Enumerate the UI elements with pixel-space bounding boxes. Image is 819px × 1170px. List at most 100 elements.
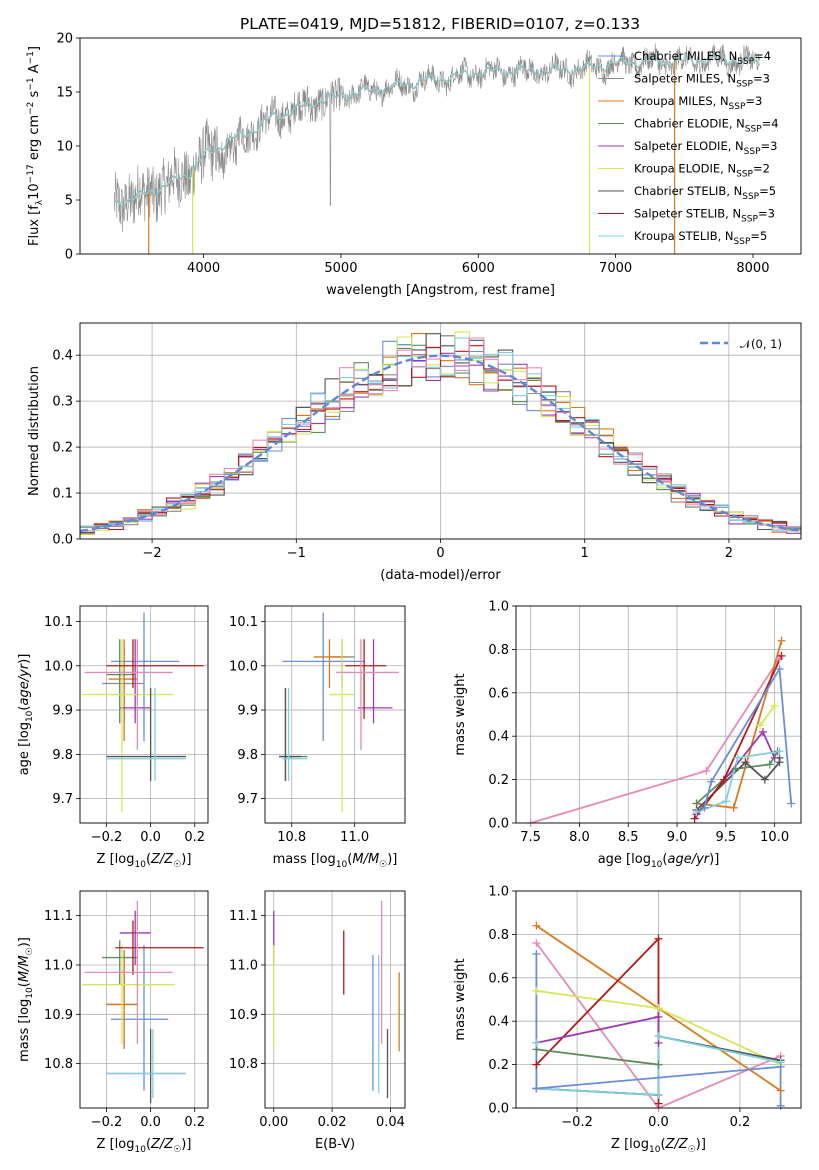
tick-label-x: 7.5 (520, 830, 541, 845)
tick-label-x: 0.2 (184, 830, 205, 845)
tick-label-x: 0.00 (259, 1115, 288, 1130)
axes-frame (79, 890, 209, 1109)
residuals-plot-area (80, 331, 801, 535)
tick-label-y: 10.8 (229, 1057, 258, 1072)
tick-label-y: 9.9 (52, 704, 73, 719)
weight-vs-age-axes: 7.5 8.0 8.5 9.0 9.5 10.0 0.0 0.2 0.4 0.6 0.8 1.0 (488, 600, 802, 845)
spectrum-axes: 4000 5000 6000 7000 8000 0 5 10 15 20 (56, 32, 802, 276)
weight-point-marker (770, 701, 779, 710)
tick-label-x: 8.0 (569, 830, 590, 845)
age-vs-mass-axes: 10.8 11.0 9.7 9.8 9.9 10.0 10.1 (229, 605, 406, 845)
age-vs-Z-axes: −0.2 0.0 0.2 9.7 9.8 9.9 10.0 10.1 (44, 605, 209, 845)
legend-label: Chabrier MILES, NSSP=4 (634, 49, 771, 67)
tick-label-y: 9.7 (52, 792, 73, 807)
tick-label-x: 6000 (462, 261, 495, 276)
x-axis-label: mass [log10(M/M☉)] (273, 852, 398, 870)
weight-point-marker (654, 1099, 663, 1108)
tick-label-x: 10.0 (760, 830, 789, 845)
weight-point-marker (707, 777, 716, 786)
tick-label-y: 0.0 (488, 817, 509, 832)
tick-label-x: 0.0 (648, 1115, 669, 1130)
weight-vs-age-plot-area (530, 640, 793, 823)
weight-series-line (536, 1048, 660, 1096)
tick-label-x: 11.0 (340, 830, 369, 845)
weight-point-marker (775, 747, 784, 756)
legend-label: Kroupa ELODIE, NSSP=2 (634, 162, 770, 180)
tick-label-y: 1.0 (488, 885, 509, 900)
figure-title: PLATE=0419, MJD=51812, FIBERID=0107, z=0… (240, 15, 640, 33)
weight-point-marker (532, 1060, 541, 1069)
normal-curve (80, 354, 801, 533)
legend-label: Kroupa MILES, NSSP=3 (634, 94, 762, 112)
x-axis-label: Z [log10(Z/Z☉)] (97, 852, 192, 870)
weight-series-line (535, 953, 782, 1106)
axes-frame (79, 322, 802, 540)
weight-point-marker (758, 727, 767, 736)
weight-point-marker (765, 760, 774, 769)
tick-label-x: 0.2 (184, 1115, 205, 1130)
tick-label-x: 9.5 (716, 830, 737, 845)
tick-label-x: 10.8 (277, 830, 306, 845)
legend-label: Kroupa STELIB, NSSP=5 (634, 229, 767, 247)
tick-label-x: 7000 (599, 261, 632, 276)
residuals-axes: −2 −1 0 1 2 0.0 0.1 0.2 0.3 0.4 (52, 322, 802, 561)
tick-label-y: 1.0 (488, 600, 509, 615)
tick-label-y: 10.9 (229, 1008, 258, 1023)
weight-series-line (696, 640, 783, 809)
x-axis-label: E(B-V) (315, 1137, 355, 1152)
weight-point-marker (731, 764, 740, 773)
tick-label-y: 0.2 (52, 441, 73, 456)
tick-label-y: 10.1 (229, 615, 258, 630)
weight-series-line (696, 750, 780, 813)
tick-label-y: 9.8 (52, 748, 73, 763)
tick-label-x: 0.02 (318, 1115, 347, 1130)
tick-label-x: 8000 (736, 261, 769, 276)
weight-vs-Z-axes: −0.2 0.0 0.2 0.0 0.2 0.4 0.6 0.8 1.0 (488, 885, 802, 1130)
tick-label-y: 9.9 (237, 704, 258, 719)
weight-point-marker (654, 1012, 663, 1021)
weight-point-marker (777, 651, 786, 660)
age-vs-mass-plot-area (279, 612, 399, 812)
weight-series-line (703, 666, 793, 809)
mass-vs-EBV-axes: 0.00 0.02 0.04 10.8 10.9 11.0 11.1 (229, 890, 406, 1130)
tick-label-x: 0.0 (140, 1115, 161, 1130)
tick-label-x: 0 (436, 546, 444, 561)
axes-frame (79, 605, 209, 824)
axes-frame (515, 605, 802, 824)
tick-label-x: 0.0 (140, 830, 161, 845)
tick-label-y: 0.6 (488, 686, 509, 701)
x-axis-label: Z [log10(Z/Z☉)] (611, 1137, 706, 1155)
tick-label-y: 10.0 (44, 659, 73, 674)
axes-frame (515, 890, 802, 1109)
tick-label-y: 10.8 (44, 1057, 73, 1072)
x-axis-label: age [log10(age/yr)] (598, 852, 720, 870)
weight-point-marker (733, 753, 742, 762)
spectrum-model-cyan (113, 54, 761, 207)
tick-label-y: 0.2 (488, 1058, 509, 1073)
tick-label-y: 0.2 (488, 773, 509, 788)
weight-point-marker (654, 1060, 663, 1069)
tick-label-y: 11.1 (44, 909, 73, 924)
weight-point-marker (532, 939, 541, 948)
weight-series-line (759, 705, 776, 726)
weight-point-marker (690, 814, 699, 823)
weight-point-marker (760, 775, 769, 784)
tick-label-x: 8.5 (618, 830, 639, 845)
weight-point-marker (654, 1004, 663, 1013)
tick-label-x: 0.04 (376, 1115, 405, 1130)
tick-label-x: 0.2 (730, 1115, 751, 1130)
tick-label-x: 2 (725, 546, 733, 561)
weight-series-line (535, 942, 781, 1108)
spectrum-plot-area (113, 43, 761, 254)
weight-point-marker (532, 1084, 541, 1093)
weight-point-marker (741, 758, 750, 767)
weight-point-marker (532, 986, 541, 995)
tick-label-y: 9.7 (237, 792, 258, 807)
tick-label-y: 0.8 (488, 643, 509, 658)
tick-label-x: −0.2 (91, 830, 123, 845)
tick-label-x: 4000 (187, 261, 220, 276)
weight-point-marker (721, 797, 730, 806)
tick-label-y: 0.4 (488, 730, 509, 745)
